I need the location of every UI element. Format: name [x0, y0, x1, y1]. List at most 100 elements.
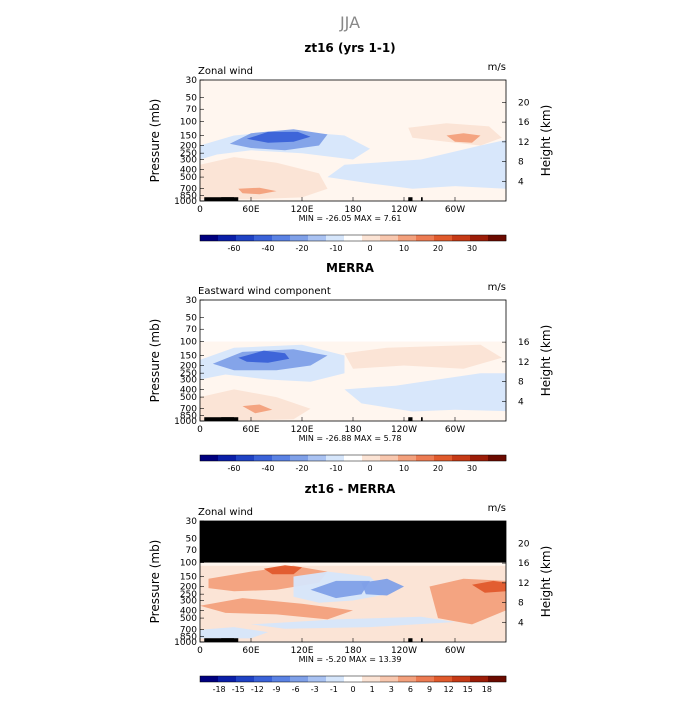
pressure-tick-label: 850: [180, 191, 197, 201]
colorbar-swatch: [236, 676, 255, 682]
topography-mask-2: [221, 417, 239, 421]
height-tick-label: 16: [518, 118, 530, 128]
field-contour-4: [200, 598, 353, 620]
colorbar-tick-label: -20: [295, 244, 308, 253]
colorbar-tick-label: 0: [367, 244, 372, 253]
longitude-tick-label: 60E: [242, 205, 259, 215]
topography-mask-1: [204, 197, 234, 201]
colorbar-tick-label: 18: [482, 685, 492, 694]
topography-mask-4: [421, 638, 423, 642]
field-contour-4: [246, 131, 311, 143]
colorbar-tick-label: 0: [350, 685, 355, 694]
longitude-tick-label: 180: [344, 425, 361, 435]
colorbar-tick-label: -10: [329, 464, 342, 473]
field-contour-6: [344, 344, 502, 369]
colorbar-swatch: [362, 455, 381, 461]
pressure-tick-label: 250: [180, 590, 197, 600]
topography-mask-1: [204, 638, 234, 642]
field-contour-10: [361, 578, 404, 596]
pressure-tick-label: 700: [180, 185, 197, 195]
longitude-tick-label: 60E: [242, 425, 259, 435]
pressure-tick-label: 300: [180, 596, 197, 606]
pressure-tick-label: 100: [180, 338, 197, 348]
height-tick-label: 8: [518, 378, 524, 388]
colorbar-tick-label: -60: [227, 464, 240, 473]
chart-panel-1: zt16 (yrs 1-1)Zonal wind m/s3050701001502…: [148, 41, 553, 253]
field-contour-9: [251, 616, 455, 629]
height-tick-label: 12: [518, 358, 529, 368]
colorbar-tick-label: -18: [213, 685, 226, 694]
chart-title: zt16 - MERRA: [305, 482, 396, 496]
longitude-tick-label: 60W: [445, 425, 465, 435]
topography-mask-3: [408, 417, 413, 421]
y-axis-label-pressure: Pressure (mb): [148, 319, 162, 403]
min-max-label: MIN = -5.20 MAX = 13.39: [299, 655, 402, 664]
longitude-tick-label: 60E: [242, 646, 259, 656]
colorbar-tick-label: 1: [370, 685, 375, 694]
pressure-tick-label: 50: [186, 535, 198, 545]
colorbar-swatch: [380, 455, 399, 461]
topography-mask-3: [408, 197, 413, 201]
colorbar-frame: [199, 454, 507, 462]
colorbar-tick-label: 12: [444, 685, 454, 694]
field-contour-4: [238, 350, 290, 363]
pressure-tick-label: 1000: [174, 197, 197, 207]
height-tick-label: 16: [518, 338, 530, 348]
pressure-tick-label: 200: [180, 141, 197, 151]
colorbar-swatch: [470, 676, 489, 682]
colorbar-swatch: [416, 676, 435, 682]
field-contour-2: [327, 139, 506, 189]
colorbar-swatch: [488, 235, 507, 241]
colorbar-swatch: [218, 676, 237, 682]
colorbar-tick-label: -6: [292, 685, 300, 694]
colorbar-swatch: [488, 676, 507, 682]
pressure-tick-label: 300: [180, 155, 197, 165]
colorbar-tick-label: 3: [389, 685, 394, 694]
field-contour-7: [242, 404, 273, 414]
colorbar-swatch: [218, 455, 237, 461]
pressure-tick-label: 700: [180, 405, 197, 415]
colorbar-swatch: [380, 235, 399, 241]
colorbar-tick-label: -12: [251, 685, 264, 694]
colorbar-swatch: [200, 235, 219, 241]
chart-title: MERRA: [326, 261, 375, 275]
longitude-tick-label: 120W: [391, 425, 417, 435]
chart-variable-label: Zonal wind: [198, 507, 253, 518]
field-contour-5: [200, 157, 328, 200]
y-axis-label-pressure: Pressure (mb): [148, 99, 162, 183]
colorbar-swatch: [452, 455, 471, 461]
field-contour-5: [200, 389, 311, 421]
min-max-label: MIN = -26.05 MAX = 7.61: [299, 214, 402, 223]
colorbar-swatch: [272, 235, 291, 241]
pressure-tick-label: 200: [180, 582, 197, 592]
pressure-tick-label: 300: [180, 375, 197, 385]
longitude-tick-label: 60W: [445, 205, 465, 215]
height-tick-label: 4: [518, 397, 524, 407]
pressure-tick-label: 250: [180, 369, 197, 379]
pressure-tick-label: 150: [180, 132, 197, 142]
page-title: JJA: [339, 13, 360, 32]
pressure-tick-label: 150: [180, 573, 197, 583]
colorbar-swatch: [398, 455, 417, 461]
colorbar-swatch: [236, 455, 255, 461]
height-tick-label: 20: [518, 539, 530, 549]
height-tick-label: 20: [518, 98, 530, 108]
colorbar-swatch: [452, 235, 471, 241]
colorbar-tick-label: -1: [330, 685, 338, 694]
pressure-tick-label: 70: [186, 546, 198, 556]
pressure-tick-label: 500: [180, 173, 197, 183]
height-tick-label: 4: [518, 618, 524, 628]
y-axis-label-height: Height (km): [539, 325, 553, 396]
pressure-tick-label: 50: [186, 314, 198, 324]
colorbar-swatch: [344, 455, 363, 461]
colorbar-tick-label: 20: [433, 464, 443, 473]
pressure-tick-label: 70: [186, 105, 198, 115]
colorbar-swatch: [326, 676, 345, 682]
colorbar-tick-label: 10: [399, 244, 409, 253]
longitude-tick-label: 0: [197, 646, 203, 656]
colorbar-swatch: [434, 676, 453, 682]
colorbar-swatch: [308, 235, 327, 241]
height-tick-label: 8: [518, 158, 524, 168]
